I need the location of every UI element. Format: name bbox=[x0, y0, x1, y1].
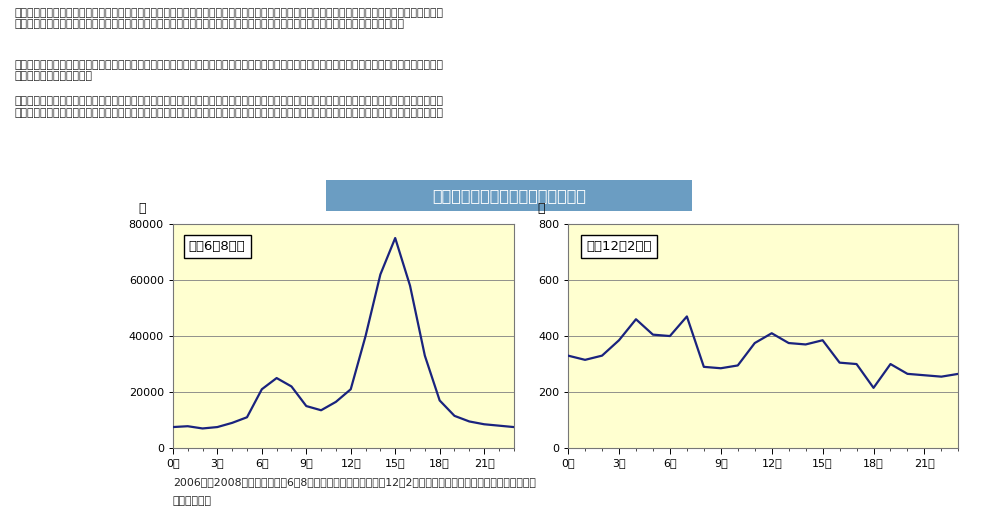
Text: また、夏の雷と冬の日本海側の雷について時刻ごとの検知数を比較すると、夏は午後から夕方にかけて明瞭なピークを持つのに対して、冬は昼夜を
問わず雷が発生し時刻による: また、夏の雷と冬の日本海側の雷について時刻ごとの検知数を比較すると、夏は午後から… bbox=[15, 8, 444, 29]
Text: 一方、冬に日本海側で多く発生する雷は、大陸から吹き出してきた寒気が日本海で暖められて発生する積乱雲によるものです。日本海沿岸の冬の雷
は、夏の雷に比べて放電の数: 一方、冬に日本海側で多く発生する雷は、大陸から吹き出してきた寒気が日本海で暖めら… bbox=[15, 96, 444, 118]
Text: 2006年〜2008年の合計。夏（6〜8月）は、全国を集計。冬（12〜2月）は、東北から北陸地方にかけての日本: 2006年〜2008年の合計。夏（6〜8月）は、全国を集計。冬（12〜2月）は、… bbox=[173, 477, 535, 487]
Text: 冬（12〜2月）: 冬（12〜2月） bbox=[586, 240, 651, 253]
Text: 海側を集計。: 海側を集計。 bbox=[173, 496, 211, 506]
Text: 夏（6〜8月）: 夏（6〜8月） bbox=[189, 240, 246, 253]
Text: 夏は、日中の強い日射によって暖められた地面付近の空気が上昇し、背の高い積乱雲となって雷を発生させます。夏の雷は、広範囲に発生し長時間
継続する特徴があります。: 夏は、日中の強い日射によって暖められた地面付近の空気が上昇し、背の高い積乱雲とな… bbox=[15, 60, 444, 81]
Text: 個: 個 bbox=[138, 202, 146, 215]
Text: 時刻ごとの対地放電（落雷）検知数: 時刻ごとの対地放電（落雷）検知数 bbox=[432, 188, 586, 203]
Text: 個: 個 bbox=[536, 202, 544, 215]
